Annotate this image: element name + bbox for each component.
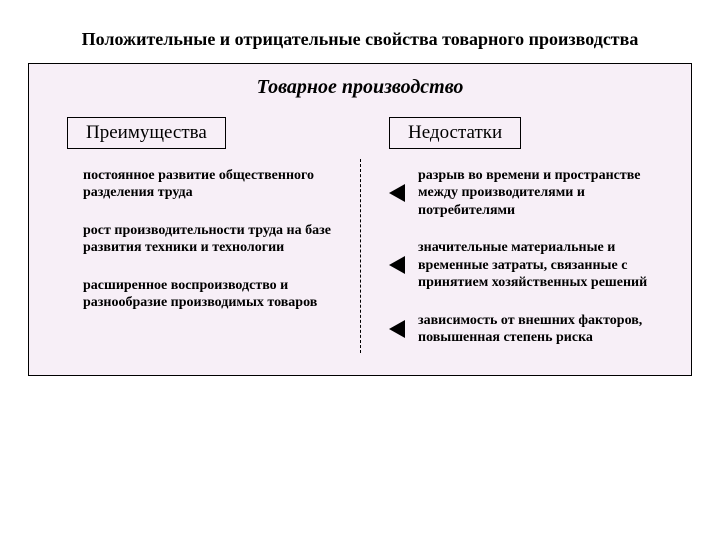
advantages-column: постоянное развитие общественного раздел… [51,159,360,347]
columns: постоянное развитие общественного раздел… [29,159,691,347]
disadvantage-text: разрыв во времени и пространстве между п… [418,167,669,220]
label-right-wrap: Недостатки [349,117,671,149]
crescent-icon [51,283,73,305]
triangle-left-icon [386,319,408,339]
labels-row: Преимущества Недостатки [29,117,691,149]
disadvantages-column: разрыв во времени и пространстве между п… [360,159,669,347]
triangle-left-icon [386,255,408,275]
list-item: значительные материальные и временные за… [386,239,669,292]
list-item: постоянное развитие общественного раздел… [51,167,334,202]
advantages-label: Преимущества [67,117,226,149]
subtitle: Товарное производство [29,64,691,117]
main-box: Товарное производство Преимущества Недос… [28,63,692,376]
crescent-icon [51,228,73,250]
vertical-divider [360,159,361,353]
list-item: разрыв во времени и пространстве между п… [386,167,669,220]
list-item: зависимость от внешних факторов, повышен… [386,312,669,347]
page-title: Положительные и отрицательные свойства т… [0,0,720,63]
disadvantages-label: Недостатки [389,117,521,149]
label-left-wrap: Преимущества [45,117,349,149]
disadvantage-text: значительные материальные и временные за… [418,239,669,292]
list-item: расширенное воспроизводство и разнообраз… [51,277,334,312]
list-item: рост производительности труда на базе ра… [51,222,334,257]
advantage-text: постоянное развитие общественного раздел… [83,167,334,202]
disadvantage-text: зависимость от внешних факторов, повышен… [418,312,669,347]
advantage-text: рост производительности труда на базе ра… [83,222,334,257]
advantage-text: расширенное воспроизводство и разнообраз… [83,277,334,312]
crescent-icon [51,173,73,195]
triangle-left-icon [386,183,408,203]
